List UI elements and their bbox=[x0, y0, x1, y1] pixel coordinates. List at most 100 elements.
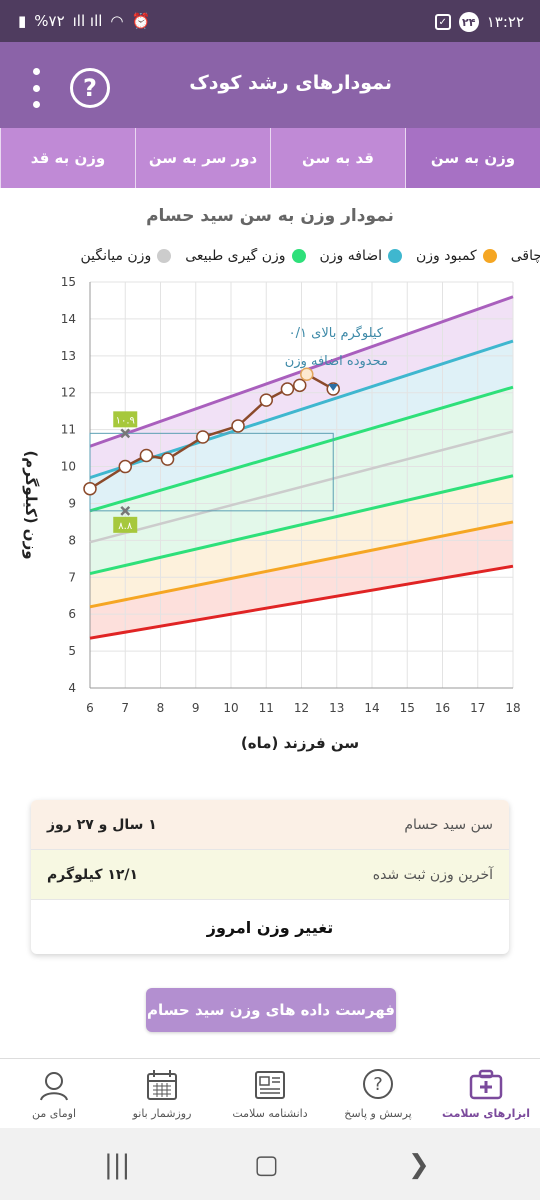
nav-calendar[interactable]: روزشمار بانو bbox=[108, 1059, 216, 1128]
help-icon[interactable]: ? bbox=[70, 68, 110, 108]
latest-point-marker bbox=[328, 384, 339, 392]
x-tick-label: 10 bbox=[223, 701, 238, 715]
signal-icon: ıll ıll bbox=[72, 12, 103, 30]
age-value: ۱ سال و ۲۷ روز bbox=[47, 816, 157, 833]
reference-curve-minus1 bbox=[89, 474, 514, 576]
y-tick-label: 4 bbox=[68, 681, 76, 695]
y-tick-label: 11 bbox=[61, 423, 76, 437]
newspaper-icon bbox=[255, 1071, 285, 1099]
range-value-label-lower: ۸.۸ bbox=[118, 521, 133, 532]
x-tick-label: 8 bbox=[157, 701, 165, 715]
legend-label-median: وزن میانگین bbox=[80, 248, 152, 264]
range-value-box-lower bbox=[113, 516, 138, 533]
nav-health-tools[interactable]: ابزارهای سلامت bbox=[432, 1059, 540, 1128]
annotation-line-1: ۰/۱ کیلوگرم بالای bbox=[289, 325, 384, 341]
tab-height-age[interactable]: قد به سن bbox=[270, 128, 405, 188]
nav-qa[interactable]: ? پرسش و پاسخ bbox=[324, 1059, 432, 1128]
range-value-box-upper bbox=[113, 411, 138, 428]
weight-list-button[interactable]: فهرست داده های وزن سید حسام bbox=[146, 988, 396, 1032]
profile-icon bbox=[40, 1072, 68, 1101]
svg-text:?: ? bbox=[373, 1074, 383, 1095]
reference-curve-median bbox=[89, 430, 514, 544]
x-tick-label: 18 bbox=[505, 701, 520, 715]
x-tick-label: 15 bbox=[400, 701, 415, 715]
legend-normal: وزن گیری طبیعی bbox=[185, 248, 306, 264]
y-tick-label: 6 bbox=[68, 607, 76, 621]
y-tick-label: 8 bbox=[68, 533, 76, 547]
last-weight-label: آخرین وزن ثبت شده bbox=[372, 866, 493, 883]
app-bar: ? نمودارهای رشد کودک bbox=[0, 42, 540, 128]
y-tick-label: 5 bbox=[68, 644, 76, 658]
x-tick-label: 7 bbox=[121, 701, 129, 715]
legend-dot-overweight bbox=[388, 249, 403, 263]
y-tick-label: 9 bbox=[68, 496, 76, 510]
weight-point bbox=[83, 481, 97, 496]
weight-point bbox=[300, 367, 314, 382]
change-weight-today-button[interactable]: تغییر وزن امروز bbox=[31, 900, 509, 954]
y-tick-label: 7 bbox=[68, 570, 76, 584]
x-tick-label: 14 bbox=[364, 701, 379, 715]
y-tick-label: 12 bbox=[61, 386, 76, 400]
x-tick-label: 12 bbox=[294, 701, 309, 715]
nav-calendar-label: روزشمار بانو bbox=[132, 1107, 192, 1120]
weight-point bbox=[231, 419, 245, 433]
x-axis-title: سن فرزند (ماه) bbox=[240, 734, 360, 752]
chart-legend: چاقی کمبود وزن اضافه وزن وزن گیری طبیعی … bbox=[0, 248, 540, 276]
range-x-marker-lower bbox=[120, 505, 131, 516]
legend-overweight: اضافه وزن bbox=[320, 248, 403, 264]
x-tick-label: 17 bbox=[470, 701, 485, 715]
chart-title: نمودار وزن به سن سید حسام bbox=[146, 206, 394, 226]
legend-label-obese: چاقی bbox=[510, 248, 540, 264]
back-icon[interactable]: ❯ bbox=[408, 1150, 430, 1180]
y-tick-label: 10 bbox=[61, 460, 76, 474]
legend-label-normal: وزن گیری طبیعی bbox=[185, 248, 286, 264]
tab-weight-age[interactable]: وزن به سن bbox=[405, 128, 540, 188]
clock: ۱۳:۲۲ bbox=[486, 13, 524, 31]
more-menu-icon[interactable] bbox=[28, 68, 44, 108]
weight-point bbox=[292, 378, 307, 393]
age-label: سن سید حسام bbox=[404, 816, 493, 833]
home-icon[interactable]: ▢ bbox=[254, 1150, 279, 1180]
annotation-line-2: محدوده اضافه وزن bbox=[285, 354, 388, 369]
bottom-nav: ابزارهای سلامت ? پرسش و پاسخ دانشنامه سل… bbox=[0, 1058, 540, 1128]
status-bar: ▮ %۷۲ ıll ıll ◠ ⏰ ✓ ۲۴ ۱۳:۲۲ bbox=[0, 0, 540, 42]
legend-underweight: کمبود وزن bbox=[416, 248, 497, 264]
notification-count: ۲۴ bbox=[458, 12, 479, 32]
alarm-icon: ⏰ bbox=[131, 12, 151, 30]
legend-dot-median bbox=[157, 249, 172, 263]
x-tick-label: 11 bbox=[259, 701, 274, 715]
change-weight-today-label: تغییر وزن امروز bbox=[206, 917, 334, 937]
nav-encyclopedia[interactable]: دانشنامه سلامت bbox=[216, 1059, 324, 1128]
reference-curve-minus3 bbox=[89, 564, 514, 640]
legend-label-underweight: کمبود وزن bbox=[416, 248, 477, 264]
tab-head-age[interactable]: دور سر به سن bbox=[135, 128, 270, 188]
weight-point bbox=[280, 382, 295, 396]
y-tick-label: 15 bbox=[61, 275, 76, 289]
status-right: ✓ ۲۴ ۱۳:۲۲ bbox=[434, 12, 524, 32]
status-left: ▮ %۷۲ ıll ıll ◠ ⏰ bbox=[18, 12, 150, 30]
battery-icon: ▮ bbox=[18, 12, 27, 30]
nav-qa-label: پرسش و پاسخ bbox=[344, 1107, 412, 1120]
x-tick-label: 6 bbox=[86, 701, 94, 715]
x-tick-label: 9 bbox=[192, 701, 200, 715]
x-tick-label: 13 bbox=[329, 701, 344, 715]
nav-profile[interactable]: اومای من bbox=[0, 1059, 108, 1128]
check-notification-icon: ✓ bbox=[434, 14, 451, 30]
question-bubble-icon: ? bbox=[363, 1069, 393, 1099]
medical-kit-icon bbox=[469, 1069, 503, 1100]
weight-point bbox=[160, 452, 175, 466]
reference-curve-minus2 bbox=[89, 520, 514, 609]
weight-point bbox=[259, 393, 273, 407]
growth-chart: 6 7 8 9 10 11 12 13 14 15 16 17 18 4 5 6 7 8 9 10 11 12 13 14 15… bbox=[61, 275, 521, 715]
tab-weight-height[interactable]: وزن به قد bbox=[0, 128, 135, 188]
legend-obese: چاقی bbox=[511, 248, 540, 264]
last-weight-value: ۱۲/۱ کیلوگرم bbox=[47, 866, 139, 883]
range-value-label-upper: ۱۰.۹ bbox=[116, 415, 135, 426]
legend-median: وزن میانگین bbox=[80, 248, 172, 264]
y-tick-label: 13 bbox=[61, 349, 76, 363]
weight-point bbox=[139, 448, 154, 463]
nav-encyclopedia-label: دانشنامه سلامت bbox=[232, 1107, 308, 1120]
calendar-icon bbox=[147, 1070, 177, 1100]
weight-point bbox=[118, 459, 132, 474]
recent-apps-icon[interactable]: ||| bbox=[104, 1150, 131, 1180]
